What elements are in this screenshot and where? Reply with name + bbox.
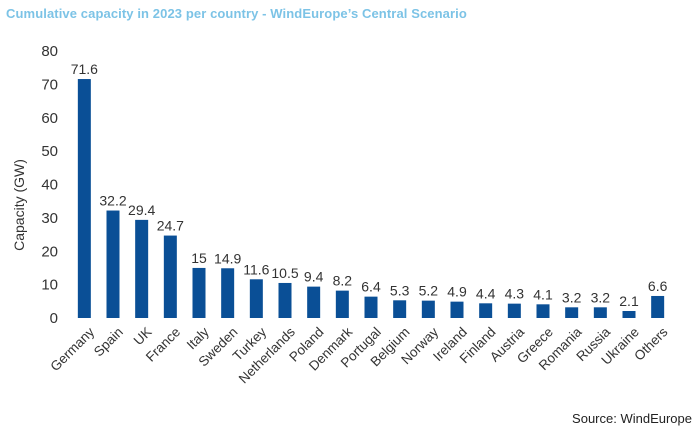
bar-portugal [364, 296, 378, 318]
y-tick-label: 60 [41, 110, 58, 127]
data-label: 24.7 [157, 218, 184, 234]
y-tick-label: 30 [41, 210, 58, 227]
y-tick-label: 0 [50, 310, 58, 327]
category-label: Others [631, 324, 670, 363]
bar-germany [77, 79, 91, 318]
data-label: 4.9 [447, 284, 467, 300]
data-label: 2.1 [619, 293, 639, 309]
bar-finland [479, 303, 493, 318]
data-label: 5.2 [419, 283, 439, 299]
bar-uk [135, 219, 149, 318]
data-label: 15 [191, 250, 207, 266]
data-label: 10.5 [271, 265, 298, 281]
data-label: 9.4 [304, 269, 324, 285]
bar-ireland [450, 301, 464, 318]
bar-poland [307, 286, 321, 318]
data-label: 29.4 [128, 202, 155, 218]
bar-france [163, 235, 177, 318]
bar-norway [421, 300, 435, 318]
bar-others [651, 295, 665, 318]
bar-russia [593, 307, 607, 318]
y-axis-title: Capacity (GW) [11, 159, 27, 251]
data-label: 71.6 [71, 61, 98, 77]
y-tick-label: 80 [41, 43, 58, 60]
bar-austria [507, 303, 521, 318]
y-tick-label: 70 [41, 76, 58, 93]
data-label: 5.3 [390, 282, 410, 298]
data-label: 32.2 [99, 193, 126, 209]
data-label: 6.6 [648, 278, 668, 294]
data-label: 4.3 [505, 286, 525, 302]
data-label: 4.4 [476, 285, 496, 301]
data-label: 4.1 [533, 286, 553, 302]
data-label: 11.6 [243, 261, 269, 277]
bar-greece [536, 304, 550, 318]
data-labels: 71.6 32.229.424.7 15 14.911.6 10.5 9.4 8.2 6.4 5… [71, 61, 668, 309]
data-label: 3.2 [591, 289, 611, 305]
bar-turkey [249, 279, 263, 318]
y-tick-label: 20 [41, 243, 58, 260]
y-axis: 0 10 20 30 40 50 60 70 80 [41, 43, 58, 327]
bar-ukraine [622, 310, 636, 318]
bar-romania [565, 307, 579, 318]
data-label: 8.2 [333, 273, 353, 289]
bars [77, 79, 665, 318]
y-tick-label: 50 [41, 143, 58, 160]
bar-netherlands [278, 282, 292, 318]
bar-italy [192, 267, 206, 318]
bar-belgium [393, 300, 407, 318]
data-label: 3.2 [562, 289, 582, 305]
category-label: Germany [47, 324, 97, 374]
chart-title: Cumulative capacity in 2023 per country … [6, 6, 467, 21]
bar-spain [106, 210, 120, 318]
bar-denmark [335, 290, 349, 318]
y-tick-label: 10 [41, 277, 58, 294]
bar-sweden [221, 268, 235, 318]
category-label: Spain [91, 324, 126, 359]
y-tick-label: 40 [41, 177, 58, 194]
source-note: Source: WindEurope [572, 411, 692, 426]
data-label: 14.9 [214, 250, 241, 266]
data-label: 6.4 [361, 279, 381, 295]
